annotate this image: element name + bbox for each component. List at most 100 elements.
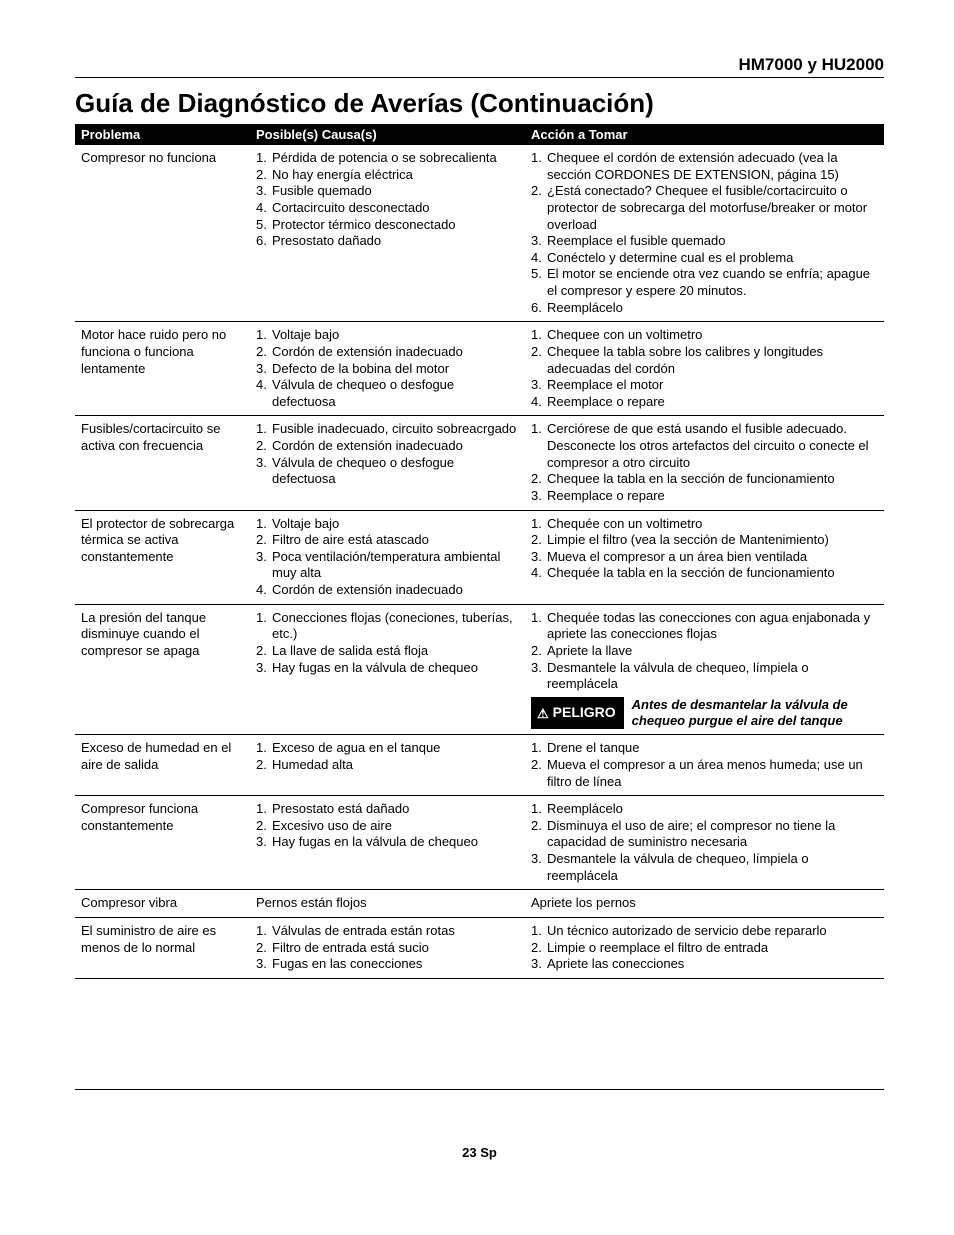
item-text: Hay fugas en la válvula de chequeo bbox=[272, 660, 519, 677]
cell-causes: Pernos están flojos bbox=[250, 890, 525, 918]
list-item: 4.Cortacircuito desconectado bbox=[256, 200, 519, 217]
list-item: 3.Defecto de la bobina del motor bbox=[256, 361, 519, 378]
list-item: 3.Poca ventilación/temperatura ambiental… bbox=[256, 549, 519, 582]
list-item: 5.El motor se enciende otra vez cuando s… bbox=[531, 266, 878, 299]
numbered-list: 1.Presostato está dañado2.Excesivo uso d… bbox=[256, 801, 519, 851]
list-item: 4.Conéctelo y determine cual es el probl… bbox=[531, 250, 878, 267]
numbered-list: 1.Cerciórese de que está usando el fusib… bbox=[531, 421, 878, 504]
item-number: 1. bbox=[531, 421, 547, 471]
item-text: Conecciones flojas (coneciones, tuberías… bbox=[272, 610, 519, 643]
cell-actions: Apriete los pernos bbox=[525, 890, 884, 918]
item-number: 1. bbox=[256, 150, 272, 167]
list-item: 1.Chequee el cordón de extensión adecuad… bbox=[531, 150, 878, 183]
item-number: 3. bbox=[256, 834, 272, 851]
item-text: Chequee la tabla sobre los calibres y lo… bbox=[547, 344, 878, 377]
item-number: 1. bbox=[256, 610, 272, 643]
item-number: 1. bbox=[531, 516, 547, 533]
header-model-label: HM7000 y HU2000 bbox=[75, 55, 884, 75]
list-item: 3.Reemplace el motor bbox=[531, 377, 878, 394]
list-item: 1.Presostato está dañado bbox=[256, 801, 519, 818]
list-item: 3.Desmantele la válvula de chequeo, límp… bbox=[531, 660, 878, 693]
danger-badge: ⚠PELIGRO bbox=[531, 697, 624, 730]
item-number: 4. bbox=[256, 582, 272, 599]
cell-actions: 1.Chequée con un voltimetro2.Limpie el f… bbox=[525, 510, 884, 604]
item-number: 2. bbox=[256, 532, 272, 549]
table-row: El suministro de aire es menos de lo nor… bbox=[75, 917, 884, 978]
item-number: 2. bbox=[531, 757, 547, 790]
item-text: Pérdida de potencia o se sobrecalienta bbox=[272, 150, 519, 167]
list-item: 2.Filtro de entrada está sucio bbox=[256, 940, 519, 957]
item-number: 1. bbox=[256, 327, 272, 344]
numbered-list: 1.Drene el tanque2.Mueva el compresor a … bbox=[531, 740, 878, 790]
list-item: 1.Voltaje bajo bbox=[256, 327, 519, 344]
item-text: Chequée con un voltimetro bbox=[547, 516, 878, 533]
item-number: 5. bbox=[256, 217, 272, 234]
list-item: 4.Chequée la tabla en la sección de func… bbox=[531, 565, 878, 582]
item-text: Reemplace o repare bbox=[547, 488, 878, 505]
item-text: Apriete las conecciones bbox=[547, 956, 878, 973]
cell-causes: 1.Presostato está dañado2.Excesivo uso d… bbox=[250, 796, 525, 890]
item-text: Humedad alta bbox=[272, 757, 519, 774]
numbered-list: 1.Chequée todas las conecciones con agua… bbox=[531, 610, 878, 693]
item-text: Cordón de extensión inadecuado bbox=[272, 438, 519, 455]
item-text: Reemplace el fusible quemado bbox=[547, 233, 878, 250]
list-item: 2.¿Está conectado? Chequee el fusible/co… bbox=[531, 183, 878, 233]
item-number: 6. bbox=[256, 233, 272, 250]
item-number: 2. bbox=[531, 532, 547, 549]
table-row: Fusibles/cortacircuito se activa con fre… bbox=[75, 416, 884, 510]
numbered-list: 1.Un técnico autorizado de servicio debe… bbox=[531, 923, 878, 973]
cell-problem: Exceso de humedad en el aire de salida bbox=[75, 735, 250, 796]
item-text: Apriete la llave bbox=[547, 643, 878, 660]
list-item: 4.Reemplace o repare bbox=[531, 394, 878, 411]
item-number: 1. bbox=[531, 801, 547, 818]
list-item: 6.Reemplácelo bbox=[531, 300, 878, 317]
cell-problem: Motor hace ruido pero no funciona o func… bbox=[75, 322, 250, 416]
list-item: 1.Conecciones flojas (coneciones, tuberí… bbox=[256, 610, 519, 643]
item-text: El motor se enciende otra vez cuando se … bbox=[547, 266, 878, 299]
col-header-action: Acción a Tomar bbox=[525, 124, 884, 145]
cell-actions: 1.Un técnico autorizado de servicio debe… bbox=[525, 917, 884, 978]
item-text: Voltaje bajo bbox=[272, 516, 519, 533]
item-number: 1. bbox=[531, 923, 547, 940]
item-text: Excesivo uso de aire bbox=[272, 818, 519, 835]
item-number: 2. bbox=[256, 167, 272, 184]
table-row: Compresor no funciona1.Pérdida de potenc… bbox=[75, 145, 884, 322]
item-number: 1. bbox=[531, 740, 547, 757]
item-text: Fusible inadecuado, circuito sobreacrgad… bbox=[272, 421, 519, 438]
item-text: Protector térmico desconectado bbox=[272, 217, 519, 234]
item-number: 3. bbox=[256, 956, 272, 973]
numbered-list: 1.Voltaje bajo2.Cordón de extensión inad… bbox=[256, 327, 519, 410]
item-number: 1. bbox=[256, 923, 272, 940]
item-text: Cerciórese de que está usando el fusible… bbox=[547, 421, 878, 471]
list-item: 1.Voltaje bajo bbox=[256, 516, 519, 533]
item-number: 2. bbox=[256, 940, 272, 957]
item-number: 4. bbox=[531, 250, 547, 267]
top-rule bbox=[75, 77, 884, 78]
table-body: Compresor no funciona1.Pérdida de potenc… bbox=[75, 145, 884, 978]
list-item: 1.Chequée con un voltimetro bbox=[531, 516, 878, 533]
list-item: 3.Hay fugas en la válvula de chequeo bbox=[256, 660, 519, 677]
list-item: 3.Apriete las conecciones bbox=[531, 956, 878, 973]
item-text: Chequee el cordón de extensión adecuado … bbox=[547, 150, 878, 183]
cell-problem: La presión del tanque disminuye cuando e… bbox=[75, 604, 250, 735]
item-number: 2. bbox=[531, 344, 547, 377]
cell-problem: Compresor funciona constantemente bbox=[75, 796, 250, 890]
cell-causes: 1.Fusible inadecuado, circuito sobreacrg… bbox=[250, 416, 525, 510]
item-text: Mueva el compresor a un área menos humed… bbox=[547, 757, 878, 790]
item-number: 2. bbox=[256, 438, 272, 455]
list-item: 2.No hay energía eléctrica bbox=[256, 167, 519, 184]
item-number: 3. bbox=[531, 956, 547, 973]
cell-causes: 1.Voltaje bajo2.Filtro de aire está atas… bbox=[250, 510, 525, 604]
troubleshooting-table: Problema Posible(s) Causa(s) Acción a To… bbox=[75, 124, 884, 979]
list-item: 1.Un técnico autorizado de servicio debe… bbox=[531, 923, 878, 940]
item-number: 3. bbox=[256, 183, 272, 200]
list-item: 1.Chequee con un voltimetro bbox=[531, 327, 878, 344]
numbered-list: 1.Fusible inadecuado, circuito sobreacrg… bbox=[256, 421, 519, 488]
item-number: 1. bbox=[256, 516, 272, 533]
list-item: 1.Exceso de agua en el tanque bbox=[256, 740, 519, 757]
item-text: Exceso de agua en el tanque bbox=[272, 740, 519, 757]
list-item: 2.Limpie o reemplace el filtro de entrad… bbox=[531, 940, 878, 957]
numbered-list: 1.Chequee con un voltimetro2.Chequee la … bbox=[531, 327, 878, 410]
item-text: Disminuya el uso de aire; el compresor n… bbox=[547, 818, 878, 851]
list-item: 2.Chequee la tabla en la sección de func… bbox=[531, 471, 878, 488]
